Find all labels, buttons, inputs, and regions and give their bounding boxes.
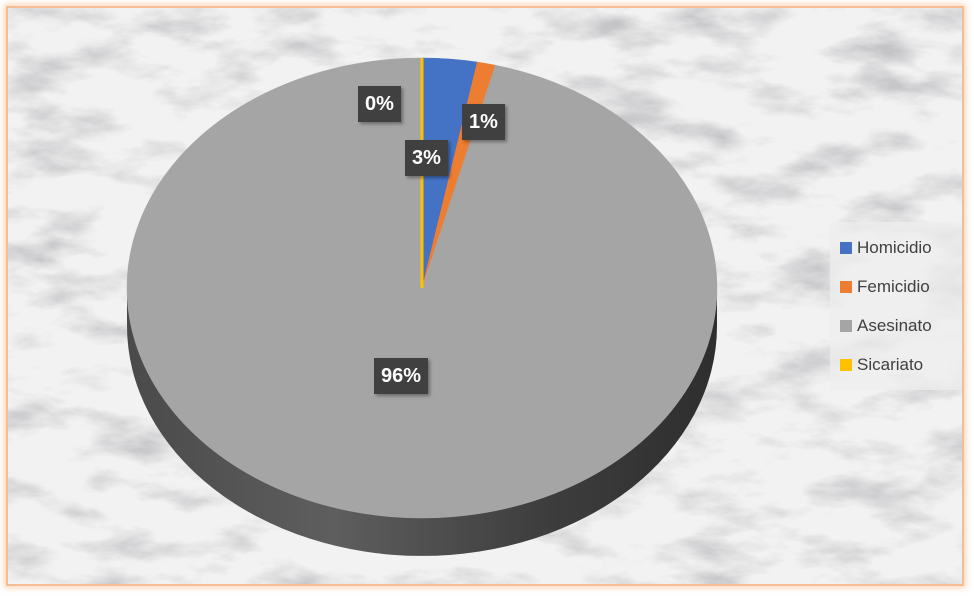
data-label-femicidio: 1% <box>462 104 505 140</box>
legend: Homicidio Femicidio Asesinato Sicariato <box>830 222 962 390</box>
pie-top <box>126 57 718 519</box>
pie-side-band <box>127 288 717 556</box>
legend-item-femicidio: Femicidio <box>840 267 962 306</box>
legend-swatch-sicariato <box>840 358 852 371</box>
legend-label-femicidio: Femicidio <box>857 276 930 296</box>
pie-side <box>127 288 717 556</box>
legend-label-sicariato: Sicariato <box>857 354 924 374</box>
legend-item-asesinato: Asesinato <box>840 306 962 345</box>
legend-swatch-homicidio <box>840 241 852 254</box>
data-label-sicariato: 0% <box>358 86 401 122</box>
pie-chart <box>8 8 962 584</box>
data-label-homicidio: 3% <box>405 140 448 176</box>
data-label-asesinato: 96% <box>374 358 429 394</box>
legend-label-asesinato: Asesinato <box>857 315 932 335</box>
legend-swatch-femicidio <box>840 280 852 293</box>
legend-label-homicidio: Homicidio <box>857 237 932 257</box>
legend-item-homicidio: Homicidio <box>840 228 962 267</box>
legend-swatch-asesinato <box>840 319 852 332</box>
legend-item-sicariato: Sicariato <box>840 345 962 384</box>
chart-frame: Homicidio Femicidio Asesinato Sicariato … <box>6 6 964 586</box>
